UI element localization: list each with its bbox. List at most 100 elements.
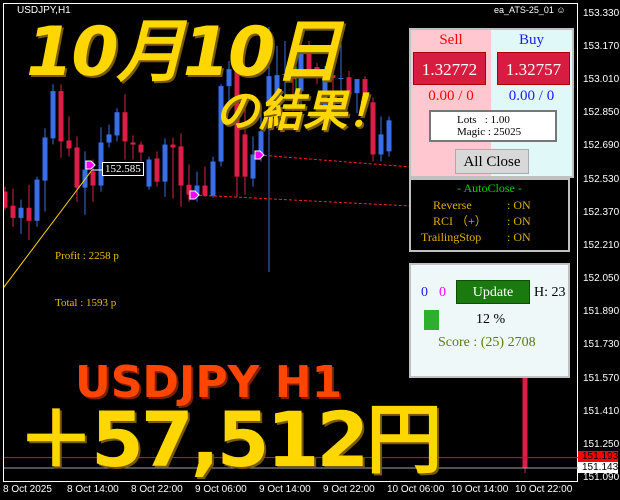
candle-body (42, 137, 48, 181)
price-tick: 152.370 (583, 206, 620, 218)
candle-body (314, 67, 320, 71)
symbol-timeframe-label: USDJPY,H1 (17, 5, 71, 16)
pair-title: USDJPY H1 (75, 357, 343, 408)
ea-name-label: ea_ATS-25_01 ☺ (494, 5, 566, 15)
price-tick: 152.210 (583, 239, 620, 251)
ea-name: ea_ATS-25_01 (494, 5, 554, 15)
price-tick: 152.690 (583, 140, 620, 152)
ask-price-label: 151.143 (578, 462, 618, 473)
autoclose-row-label: Reverse (433, 198, 472, 212)
candle-body (282, 74, 288, 76)
candle-body (210, 161, 216, 196)
candle-body (138, 144, 144, 153)
bid-price-label: 151.193 (578, 451, 618, 462)
autoclose-title: - AutoClose - (457, 181, 522, 195)
candle-body (290, 74, 296, 80)
price-tick: 151.570 (583, 372, 620, 384)
autoclose-row-label: TrailingStop (421, 230, 482, 244)
arrow-marker-icon (189, 190, 200, 200)
time-tick: 9 Oct 06:00 (195, 484, 247, 495)
candle-body (362, 79, 368, 104)
candle-body (234, 69, 240, 177)
buy-position: 0.00 / 0 (508, 88, 555, 104)
time-tick: 8 Oct 2025 (3, 484, 52, 495)
price-tick: 153.330 (583, 7, 620, 19)
stop-line-lower (193, 194, 412, 207)
candle-body (338, 78, 344, 80)
price-tick: 151.410 (583, 405, 620, 417)
autoclose-row-value: : ON (507, 230, 531, 244)
candle-body (330, 75, 336, 79)
candle-body (18, 207, 24, 218)
blue-count: 0 (421, 285, 428, 300)
price-tick: 153.010 (583, 74, 620, 86)
sell-button[interactable]: 1.32772 (413, 52, 486, 85)
result-title: の結果！ (215, 86, 391, 137)
candle-body (274, 75, 280, 98)
candle-body (50, 91, 56, 139)
time-tick: 8 Oct 22:00 (131, 484, 183, 495)
candle-body (370, 102, 376, 155)
autoclose-row: RCI （+） : ON (421, 214, 561, 228)
candle-body (226, 69, 232, 87)
candle-body (162, 144, 168, 182)
candle-body (90, 171, 96, 186)
magic-value: Magic : 25025 (457, 126, 522, 138)
time-tick: 10 Oct 22:00 (515, 484, 573, 495)
candle-body (186, 184, 192, 195)
trade-panel: Sell Buy 1.32772 1.32757 0.00 / 0 0.00 /… (409, 28, 574, 178)
magenta-count: 0 (439, 285, 446, 300)
candle-body (386, 120, 392, 152)
candle-body (58, 91, 64, 142)
lots-magic-box[interactable]: Lots : 1.00 Magic : 25025 (429, 110, 557, 142)
price-tick: 153.170 (583, 41, 620, 52)
autoclose-row-label: RCI （+） (433, 214, 487, 228)
autoclose-row: TrailingStop : ON (421, 230, 561, 244)
autoclose-panel: - AutoClose - Reverse: ON RCI （+）: ON Trai… (409, 178, 570, 252)
candle-body (34, 179, 40, 221)
stop-line-upper (258, 154, 412, 168)
score-label: Score : (25) 2708 (438, 335, 536, 350)
time-tick: 10 Oct 14:00 (451, 484, 509, 495)
candle-body (114, 112, 120, 136)
candle-body (10, 205, 16, 218)
candle-body (106, 134, 112, 143)
time-tick: 9 Oct 22:00 (323, 484, 375, 495)
candle-body (26, 207, 32, 221)
candle-body (122, 112, 128, 142)
arrow-marker-icon (254, 150, 265, 160)
autoclose-row-value: : ON (507, 214, 531, 228)
progress-indicator (424, 310, 439, 330)
chart-area[interactable] (3, 3, 579, 482)
candle-body (322, 74, 328, 107)
price-tag: 152.585 (102, 162, 144, 176)
candle-body (346, 77, 352, 94)
buy-label: Buy (518, 32, 544, 48)
lots-value: Lots : 1.00 (457, 114, 510, 126)
candle-body (98, 142, 104, 186)
candle-body (66, 140, 72, 149)
time-tick: 10 Oct 06:00 (387, 484, 445, 495)
candlestick-chart (4, 25, 579, 473)
smiley-icon: ☺ (556, 5, 566, 15)
candle-body (242, 134, 248, 177)
update-button[interactable]: Update (456, 280, 530, 304)
candle-body (4, 191, 8, 208)
candle-body (146, 159, 152, 187)
all-close-button[interactable]: All Close (455, 149, 529, 174)
price-tick: 151.730 (583, 339, 620, 351)
candle-body (354, 79, 360, 94)
price-tick: 152.530 (583, 173, 620, 185)
time-tick: 8 Oct 14:00 (67, 484, 119, 495)
price-tick: 152.050 (583, 273, 620, 285)
candle-body (522, 372, 528, 468)
candle-body (154, 158, 160, 182)
candle-body (218, 86, 224, 162)
buy-button[interactable]: 1.32757 (497, 52, 570, 85)
candle-body (250, 154, 256, 179)
candle-body (130, 142, 136, 145)
time-tick: 9 Oct 14:00 (259, 484, 311, 495)
total-label: Total : 1593 p (55, 297, 117, 309)
sell-label: Sell (439, 32, 463, 48)
hour-label: H: 23 (534, 285, 566, 300)
